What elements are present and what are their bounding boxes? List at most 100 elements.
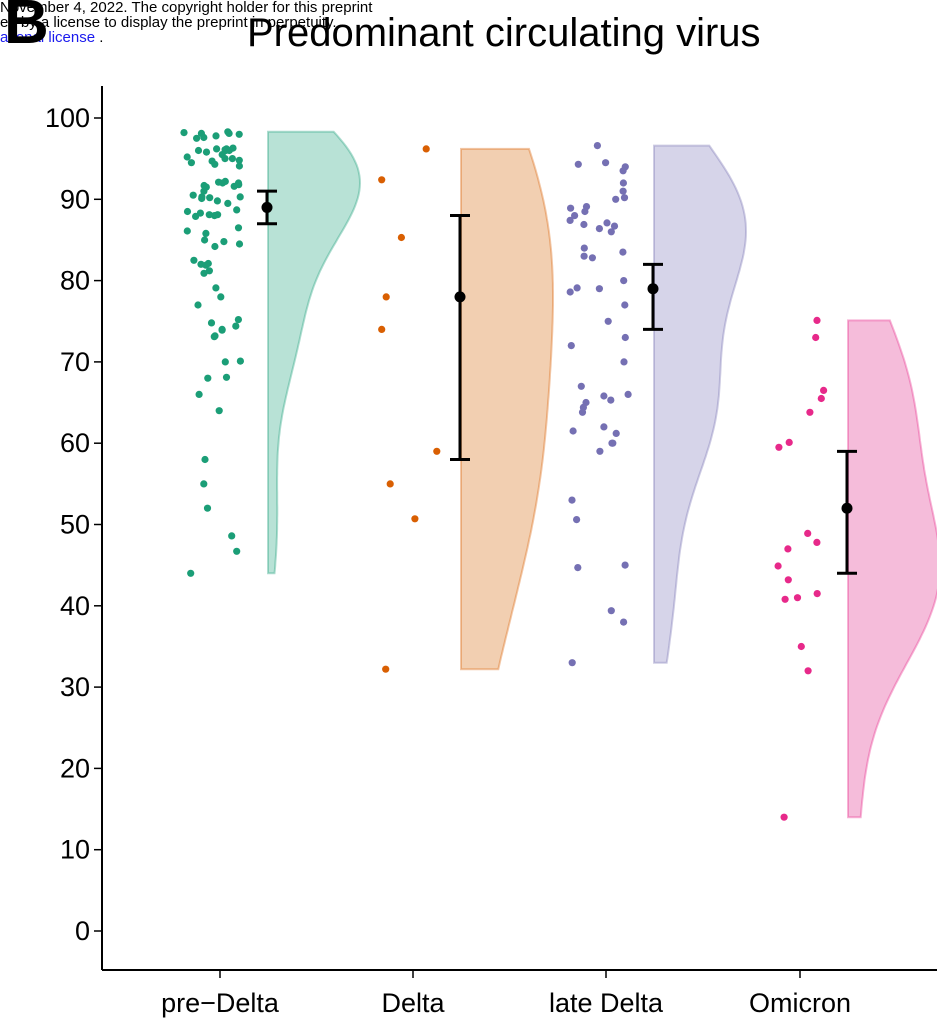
data-point bbox=[215, 178, 223, 186]
data-point bbox=[566, 216, 574, 224]
data-point bbox=[774, 562, 782, 570]
data-point bbox=[621, 561, 629, 569]
data-point bbox=[607, 396, 615, 404]
data-point bbox=[781, 595, 789, 603]
data-point bbox=[620, 358, 628, 366]
data-point bbox=[202, 229, 210, 237]
summary-point-4 bbox=[841, 502, 853, 514]
data-point bbox=[820, 386, 828, 394]
data-point bbox=[228, 532, 236, 540]
data-point bbox=[619, 179, 628, 187]
data-point bbox=[225, 129, 233, 137]
data-point bbox=[619, 167, 627, 175]
data-point bbox=[382, 293, 390, 301]
data-point bbox=[602, 159, 610, 167]
data-point bbox=[187, 159, 195, 167]
data-point bbox=[568, 659, 576, 667]
x-tick-label: Omicron bbox=[749, 988, 851, 1018]
data-point bbox=[230, 182, 238, 190]
data-point bbox=[621, 301, 629, 309]
data-point bbox=[204, 374, 212, 382]
y-tick-label: 60 bbox=[60, 428, 90, 458]
data-point bbox=[567, 204, 575, 212]
data-point bbox=[194, 301, 202, 309]
data-point bbox=[607, 228, 615, 236]
data-point bbox=[804, 667, 812, 675]
data-point bbox=[580, 244, 588, 252]
license-link[interactable]: ational license bbox=[0, 29, 96, 46]
data-point bbox=[621, 333, 629, 342]
data-point bbox=[797, 642, 805, 651]
summary-point-2 bbox=[454, 291, 466, 303]
data-point bbox=[201, 455, 209, 464]
density-cloud-4 bbox=[847, 319, 937, 819]
data-point bbox=[574, 160, 582, 168]
y-tick-label: 40 bbox=[60, 591, 90, 621]
data-point bbox=[784, 576, 792, 584]
data-point bbox=[595, 285, 604, 293]
data-point bbox=[215, 407, 223, 415]
chart-title: Predominant circulating virus bbox=[247, 11, 761, 55]
data-point bbox=[577, 382, 585, 390]
y-tick-label: 80 bbox=[60, 266, 90, 296]
data-point bbox=[804, 529, 812, 538]
x-tick-label: Delta bbox=[381, 988, 445, 1018]
axes: pre−Delta Delta late Delta Omicron 0 10 20 30 40… bbox=[45, 86, 937, 1018]
data-point bbox=[212, 284, 220, 292]
data-point bbox=[206, 194, 214, 202]
y-tick-label: 50 bbox=[60, 510, 90, 540]
data-point bbox=[200, 133, 208, 142]
data-point bbox=[784, 545, 792, 553]
data-point bbox=[775, 443, 783, 451]
data-point bbox=[607, 607, 615, 615]
data-point bbox=[612, 195, 620, 203]
data-point bbox=[595, 225, 604, 233]
y-tick-label: 100 bbox=[45, 103, 90, 133]
data-point bbox=[422, 145, 430, 153]
y-tick-label: 20 bbox=[60, 753, 90, 783]
data-point bbox=[233, 547, 241, 555]
data-point bbox=[603, 219, 611, 227]
data-points bbox=[180, 128, 828, 821]
data-point bbox=[201, 236, 209, 244]
panel-letter: B bbox=[4, 0, 49, 57]
data-point bbox=[609, 439, 617, 447]
preprint-notice-line2: ed by a license to display the preprint … bbox=[0, 14, 337, 31]
y-tick-label: 30 bbox=[60, 672, 90, 702]
data-point bbox=[235, 156, 243, 164]
data-point bbox=[221, 358, 229, 366]
data-point bbox=[194, 146, 203, 155]
data-point bbox=[234, 224, 243, 232]
data-point bbox=[205, 211, 213, 219]
data-point bbox=[596, 447, 604, 455]
data-point bbox=[619, 187, 627, 195]
data-point bbox=[581, 207, 589, 216]
data-point bbox=[806, 408, 814, 416]
data-point bbox=[378, 325, 386, 333]
preprint-notice-line3: ational license . bbox=[0, 30, 372, 45]
y-tick-label: 10 bbox=[60, 835, 90, 865]
data-point bbox=[205, 267, 213, 275]
data-point bbox=[200, 269, 208, 277]
data-point bbox=[624, 390, 632, 398]
y-tick-label: 90 bbox=[60, 184, 90, 214]
data-point bbox=[593, 142, 602, 150]
data-point bbox=[571, 212, 579, 220]
data-point bbox=[189, 191, 197, 199]
data-point bbox=[193, 134, 201, 142]
data-point bbox=[202, 148, 211, 156]
data-point bbox=[235, 130, 243, 138]
data-point bbox=[218, 326, 226, 334]
data-point bbox=[229, 144, 237, 152]
data-point bbox=[203, 504, 212, 512]
summary-intervals bbox=[257, 189, 857, 575]
x-tick-label: pre−Delta bbox=[161, 988, 280, 1018]
data-point bbox=[200, 187, 208, 195]
data-point bbox=[619, 248, 627, 256]
data-point bbox=[212, 132, 220, 140]
data-point bbox=[378, 176, 386, 184]
data-point bbox=[222, 146, 230, 155]
data-point bbox=[236, 193, 244, 201]
data-point bbox=[580, 220, 588, 229]
density-cloud-3 bbox=[653, 144, 748, 664]
